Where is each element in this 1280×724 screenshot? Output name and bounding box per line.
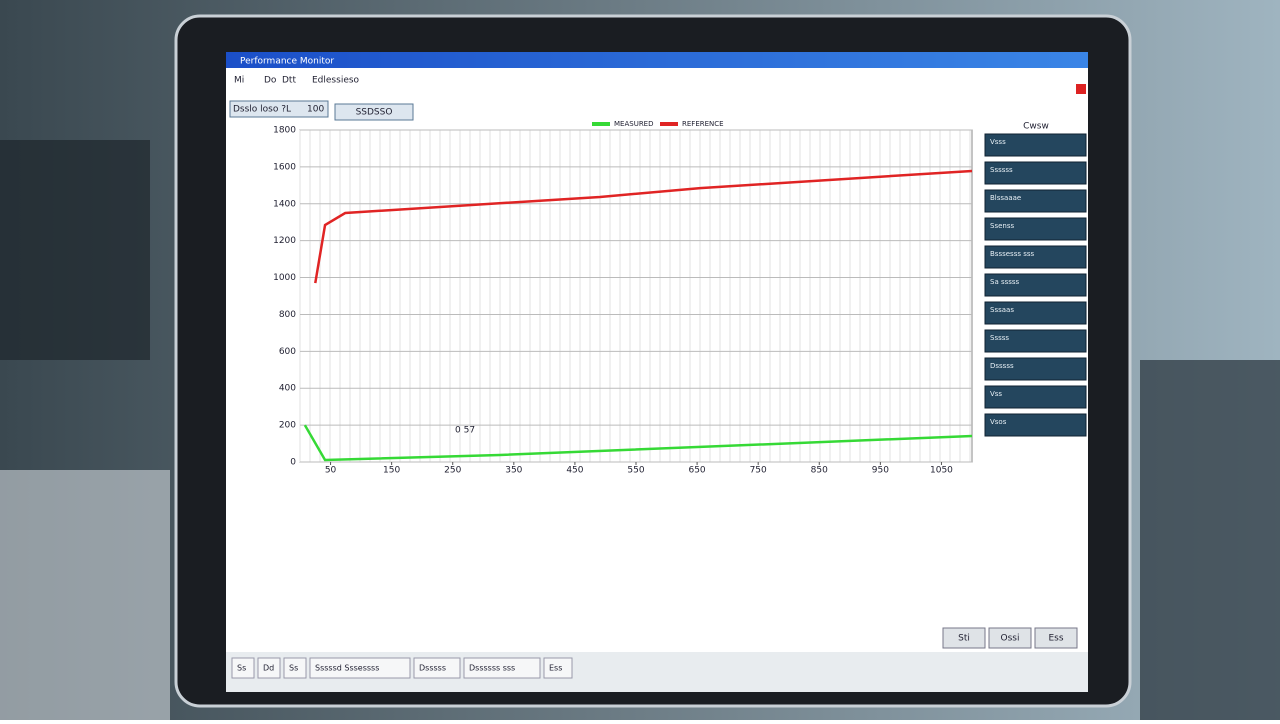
footer-button[interactable] <box>942 627 986 649</box>
x-tick-label: 750 <box>750 466 767 476</box>
x-tick-label: 50 <box>325 466 337 476</box>
side-button-label: Sssss <box>990 334 1009 342</box>
legend-label: REFERENCE <box>682 120 724 128</box>
side-button-label: Vsss <box>990 138 1006 146</box>
background-shape <box>1140 360 1280 720</box>
taskbar-item[interactable] <box>413 657 461 679</box>
side-button[interactable] <box>984 301 1087 325</box>
footer-button-label: Sti <box>958 634 970 644</box>
taskbar-item-label: Ss <box>237 664 246 673</box>
y-tick-label: 1800 <box>273 126 296 136</box>
x-tick-label: 550 <box>627 466 644 476</box>
taskbar-item[interactable] <box>463 657 541 679</box>
side-button[interactable] <box>984 413 1087 437</box>
side-button[interactable] <box>984 245 1087 269</box>
taskbar-item[interactable] <box>257 657 281 679</box>
background-shape <box>0 140 150 360</box>
background-shape <box>0 470 170 720</box>
side-button-label: Vss <box>990 390 1002 398</box>
toolbar-button-label: SSDSSO <box>356 108 393 118</box>
y-tick-label: 1000 <box>273 273 296 283</box>
x-tick-label: 250 <box>444 466 461 476</box>
taskbar-item[interactable] <box>543 657 573 679</box>
side-button[interactable] <box>984 161 1087 185</box>
y-tick-label: 1400 <box>273 199 296 209</box>
taskbar-item[interactable] <box>309 657 411 679</box>
legend-swatch <box>660 122 678 126</box>
annotation: 0 57 <box>455 426 475 436</box>
side-button-label: Blssaaae <box>990 194 1021 202</box>
taskbar-item[interactable] <box>283 657 307 679</box>
y-tick-label: 0 <box>290 458 296 468</box>
side-button[interactable] <box>984 189 1087 213</box>
side-button-label: Sa sssss <box>990 278 1020 286</box>
taskbar-item-label: Dd <box>263 664 274 673</box>
taskbar-item-label: Dsssss <box>419 664 446 673</box>
legend-swatch <box>592 122 610 126</box>
x-tick-label: 950 <box>872 466 889 476</box>
side-button-label: Ssssss <box>990 166 1013 174</box>
toolbar-button[interactable] <box>334 103 414 121</box>
taskbar-item-label: Ss <box>289 664 298 673</box>
window-title: Performance Monitor <box>240 57 334 67</box>
plot-area <box>299 129 973 463</box>
y-tick-label: 200 <box>279 421 296 431</box>
x-tick-label: 650 <box>688 466 705 476</box>
legend-label: MEASURED <box>614 120 654 128</box>
data-line <box>303 424 973 462</box>
field-label: Dsslo loso ?L <box>233 105 291 115</box>
x-tick-label: 1050 <box>930 466 953 476</box>
x-tick-label: 350 <box>505 466 522 476</box>
taskbar-item-label: Ess <box>549 664 562 673</box>
title-bar <box>226 52 1088 68</box>
taskbar-item[interactable] <box>231 657 255 679</box>
side-button[interactable] <box>984 273 1087 297</box>
x-tick-label: 450 <box>566 466 583 476</box>
menu-item[interactable]: Mi <box>234 76 244 86</box>
taskbar-item-label: Dssssss sss <box>469 664 515 673</box>
side-panel-header: Cwsw <box>1023 122 1049 132</box>
footer-button-label: Ossi <box>1001 634 1020 644</box>
x-tick-label: 150 <box>383 466 400 476</box>
data-line <box>314 169 973 284</box>
y-tick-label: 600 <box>279 347 296 357</box>
side-button-label: Bsssesss sss <box>990 250 1035 258</box>
side-button-label: Ssenss <box>990 222 1014 230</box>
footer-button[interactable] <box>988 627 1032 649</box>
side-button[interactable] <box>984 357 1087 381</box>
side-button[interactable] <box>984 385 1087 409</box>
x-tick-label: 850 <box>811 466 828 476</box>
side-button[interactable] <box>984 133 1087 157</box>
menu-item[interactable]: Edlessieso <box>312 76 360 86</box>
footer-button-label: Ess <box>1048 634 1063 644</box>
close-button[interactable] <box>1076 84 1086 94</box>
side-button-label: Vsos <box>990 418 1007 426</box>
y-tick-label: 1600 <box>273 162 296 172</box>
field-value: 100 <box>307 105 324 115</box>
menu-item[interactable]: Do <box>264 76 277 86</box>
side-button[interactable] <box>984 217 1087 241</box>
toolbar-field[interactable] <box>229 100 329 118</box>
side-button-label: Dsssss <box>990 362 1014 370</box>
y-tick-label: 1200 <box>273 236 296 246</box>
taskbar-item-label: Sssssd Sssessss <box>315 664 379 673</box>
side-button-label: Sssaas <box>990 306 1014 314</box>
footer-button[interactable] <box>1034 627 1078 649</box>
y-tick-label: 400 <box>279 384 296 394</box>
side-button[interactable] <box>984 329 1087 353</box>
menu-item[interactable]: Dtt <box>282 76 296 86</box>
y-tick-label: 800 <box>279 310 296 320</box>
